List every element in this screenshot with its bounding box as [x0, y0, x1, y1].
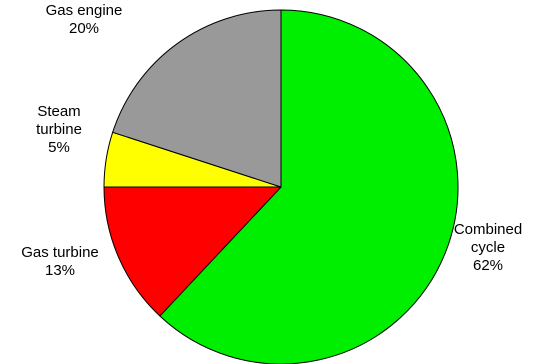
pie-label-steam-turbine: Steam turbine 5% — [36, 103, 82, 156]
pie-value-label: 13% — [45, 262, 75, 279]
pie-value-label: 20% — [69, 20, 99, 37]
pie-slices — [103, 9, 459, 364]
pie-category-label: Combined — [454, 221, 522, 238]
pie-value-label: 62% — [473, 257, 503, 274]
pie-category-label: Gas turbine — [21, 244, 99, 261]
pie-value-label: 5% — [48, 139, 70, 156]
pie-slice-combined-cycle — [159, 9, 459, 364]
pie-category-label: turbine — [36, 121, 82, 138]
pie-category-label: Steam — [37, 103, 80, 120]
pie-label-gas-engine: Gas engine 20% — [46, 2, 123, 37]
pie-label-combined-cycle: Combined cycle 62% — [454, 221, 522, 274]
pie-category-label: Gas engine — [46, 2, 123, 19]
pie-label-gas-turbine: Gas turbine 13% — [21, 244, 99, 279]
pie-slice-gas-turbine — [103, 186, 282, 317]
pie-slice-gas-engine — [112, 9, 282, 188]
pie-labels: Combined cycle 62% Gas turbine 13% Steam turbi… — [21, 2, 522, 279]
pie-category-label: cycle — [471, 239, 505, 256]
